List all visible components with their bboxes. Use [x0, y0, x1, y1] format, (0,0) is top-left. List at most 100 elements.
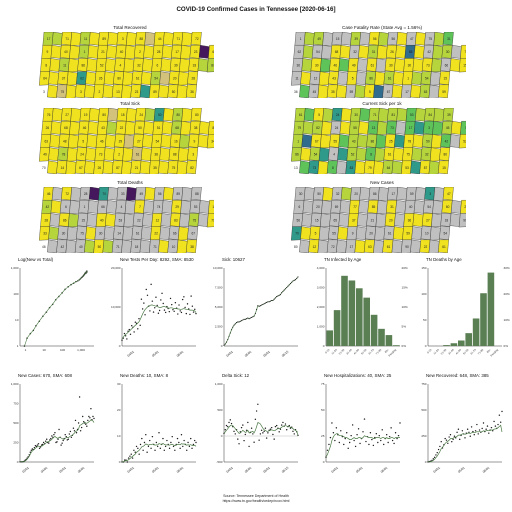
- county-label: 61: [442, 245, 446, 249]
- county: [433, 186, 445, 201]
- data-point: [225, 341, 228, 343]
- data-point: [267, 301, 269, 303]
- county: [410, 239, 422, 254]
- county: [392, 71, 404, 85]
- county: [181, 107, 193, 122]
- county: [375, 134, 387, 149]
- county: [106, 120, 118, 135]
- data-point: [262, 303, 264, 305]
- county-label: 84: [429, 113, 433, 117]
- data-point: [56, 441, 58, 443]
- county-label: 8: [332, 166, 334, 170]
- data-point: [174, 302, 177, 304]
- y2-tick-label: 20%: [402, 266, 408, 270]
- county: [412, 213, 424, 227]
- county: [392, 226, 404, 240]
- county-label: 44: [158, 37, 162, 41]
- data-point: [335, 427, 338, 429]
- x-tick-label: 05/01: [58, 466, 67, 474]
- county-label: 17: [47, 37, 51, 41]
- county-label: 76: [464, 50, 466, 54]
- trend-line: [24, 271, 88, 347]
- y-tick-label: -500: [216, 460, 222, 464]
- data-point: [243, 439, 245, 442]
- map-current-sick: 6152430718153843979822455137317345516755…: [290, 107, 471, 175]
- county: [340, 31, 352, 46]
- data-point: [36, 444, 39, 446]
- county-label: 24: [139, 113, 143, 117]
- data-point: [381, 429, 383, 431]
- data-point: [57, 438, 59, 440]
- county: [142, 213, 153, 227]
- y-tick-label: 75: [321, 382, 325, 386]
- data-point: [492, 430, 494, 432]
- county: [107, 31, 119, 46]
- data-point: [477, 433, 479, 435]
- county-map-svg: 1491539565647753162546832312685423076363…: [291, 31, 471, 99]
- county: [47, 84, 58, 99]
- county-label: 30: [299, 192, 303, 196]
- data-point: [385, 434, 388, 436]
- county-label: 1: [300, 37, 302, 41]
- sma-line: [325, 433, 400, 458]
- county-label: 85: [409, 50, 413, 54]
- county: [336, 84, 347, 99]
- data-point: [331, 422, 333, 424]
- county-label: 61: [299, 113, 303, 117]
- data-point: [289, 427, 292, 429]
- x-tick-label: 80+: [384, 348, 390, 354]
- data-point: [137, 447, 139, 450]
- data-point: [237, 438, 239, 440]
- data-point: [83, 421, 85, 423]
- county: [177, 71, 189, 86]
- county: [428, 160, 440, 175]
- county: [88, 107, 100, 122]
- data-point: [150, 447, 152, 450]
- data-point: [274, 297, 276, 299]
- county: [378, 186, 389, 201]
- county-label: 56: [373, 37, 377, 41]
- county: [51, 186, 63, 201]
- county: [432, 199, 444, 215]
- data-point: [65, 435, 67, 438]
- data-point: [129, 455, 131, 457]
- county-label: 5: [465, 126, 466, 130]
- data-point: [399, 422, 401, 424]
- county-label: 54: [154, 77, 158, 81]
- county: [391, 160, 403, 175]
- county-label: 38: [154, 153, 158, 157]
- data-point: [388, 435, 391, 438]
- county-label: 28: [84, 192, 88, 196]
- county-label: 22: [424, 245, 428, 249]
- data-point: [369, 432, 372, 434]
- x-tick-label: 0-10: [426, 347, 433, 354]
- county: [374, 71, 386, 86]
- data-point: [90, 408, 92, 410]
- data-point: [139, 443, 142, 446]
- county: [415, 107, 426, 122]
- y-tick-label: 0: [221, 434, 223, 438]
- data-point: [230, 329, 233, 331]
- county: [449, 58, 461, 72]
- county: [429, 226, 441, 241]
- data-point: [280, 424, 283, 426]
- data-point: [397, 434, 400, 437]
- x-tick-label: 61-70: [367, 347, 375, 355]
- county: [317, 84, 329, 99]
- county-label: 46: [334, 63, 338, 67]
- county-label: 75: [406, 153, 410, 157]
- county: [179, 213, 190, 228]
- county-label: 37: [62, 77, 66, 81]
- county: [197, 58, 209, 72]
- data-point: [145, 288, 147, 291]
- county: [449, 213, 461, 227]
- county: [65, 239, 77, 254]
- data-point: [444, 437, 446, 440]
- data-point: [286, 286, 288, 289]
- data-point: [466, 428, 469, 430]
- county-label: 61: [387, 245, 391, 249]
- x-tick-label: 03/01: [21, 466, 30, 474]
- county-label: 90: [463, 218, 466, 222]
- county-label: 28: [44, 218, 48, 222]
